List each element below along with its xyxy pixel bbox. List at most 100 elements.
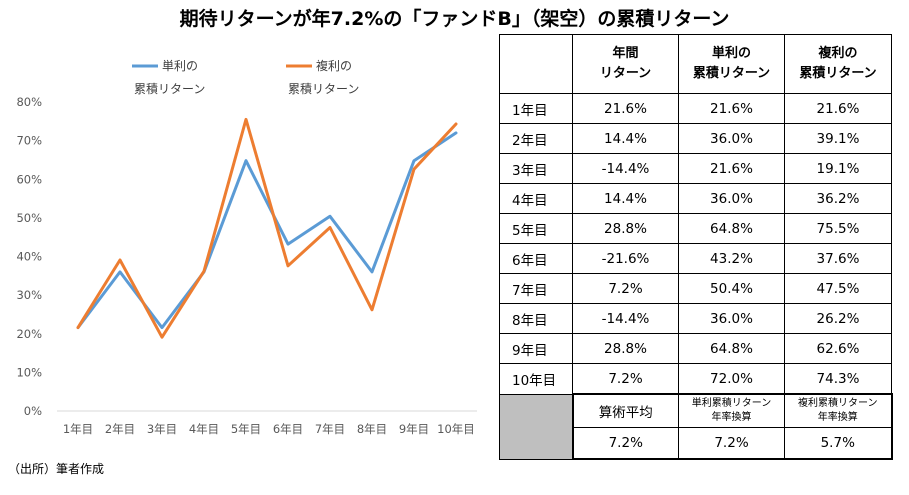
avg-header-row: 算術平均 単利累積リターン 年率換算 複利累積リターン 年率換算: [499, 393, 893, 460]
table-row: 3年目 -14.4% 21.6% 19.1%: [499, 153, 892, 184]
row-label: 6年目: [499, 243, 573, 274]
returns-table: 年間 リターン 単利の 累積リターン 複利の 累積リターン 1年目 21.6% 21…: [499, 34, 893, 460]
avg-header-simple-line1: 単利累積リターン: [691, 398, 772, 409]
y-tick-label: 40%: [16, 250, 42, 264]
series-lines: [76, 117, 458, 339]
cell-compound: 62.6%: [784, 333, 892, 364]
cell-annual: 7.2%: [572, 363, 679, 395]
cell-annual: 28.8%: [572, 333, 679, 364]
y-tick-label: 60%: [16, 172, 42, 186]
avg-gray-cell: [499, 393, 573, 460]
header-simple-line1: 単利の: [711, 46, 751, 61]
table-row: 1年目 21.6% 21.6% 21.6%: [499, 93, 892, 124]
x-tick-label: 6年目: [273, 422, 303, 436]
cell-simple: 36.0%: [678, 123, 785, 154]
avg-value-simple: 7.2%: [678, 427, 785, 460]
header-simple: 単利の 累積リターン: [678, 34, 785, 94]
row-label: 7年目: [499, 273, 573, 304]
simple-return-line: [76, 131, 458, 330]
cell-compound: 74.3%: [784, 363, 892, 395]
cell-compound: 26.2%: [784, 303, 892, 334]
header-compound-line2: 累積リターン: [799, 66, 877, 81]
header-annual-line2: リターン: [599, 66, 652, 81]
x-tick-label: 5年目: [231, 422, 261, 436]
y-axis: 0% 10% 20% 30% 40% 50% 60% 70% 80%: [16, 95, 42, 418]
x-tick-label: 9年目: [399, 422, 429, 436]
x-tick-label: 7年目: [315, 422, 345, 436]
table-row: 2年目 14.4% 36.0% 39.1%: [499, 123, 892, 154]
cell-compound: 21.6%: [784, 93, 892, 124]
table-row: 9年目 28.8% 64.8% 62.6%: [499, 333, 892, 364]
header-annual: 年間 リターン: [572, 34, 679, 94]
y-tick-label: 80%: [16, 95, 42, 109]
x-axis: 1年目 2年目 3年目 4年目 5年目 6年目 7年目 8年目 9年目 10年目: [57, 410, 477, 436]
y-tick-label: 10%: [16, 365, 42, 379]
x-tick-label: 4年目: [189, 422, 219, 436]
chart-title: 期待リターンが年7.2%の「ファンドB」（架空）の累積リターン: [179, 8, 730, 30]
avg-header-compound-line2: 年率換算: [817, 412, 858, 423]
cell-annual: -14.4%: [572, 303, 679, 334]
header-simple-line2: 累積リターン: [692, 66, 771, 81]
x-tick-label: 8年目: [357, 422, 387, 436]
y-tick-label: 20%: [16, 327, 42, 341]
x-tick-label: 2年目: [105, 422, 135, 436]
table-row: 7年目 7.2% 50.4% 47.5%: [499, 273, 892, 304]
cell-simple: 64.8%: [678, 213, 785, 244]
y-tick-label: 0%: [24, 404, 42, 418]
cell-simple: 43.2%: [678, 243, 785, 274]
cell-simple: 21.6%: [678, 93, 785, 124]
x-tick-label: 1年目: [63, 422, 93, 436]
avg-value-row: 7.2% 7.2% 5.7%: [500, 427, 893, 460]
cell-simple: 50.4%: [678, 273, 785, 304]
x-tick-label: 3年目: [147, 422, 177, 436]
avg-header-compound: 複利累積リターン 年率換算: [784, 393, 893, 428]
cell-simple: 64.8%: [678, 333, 785, 364]
cell-compound: 37.6%: [784, 243, 892, 274]
legend-label-line2: 累積リターン: [288, 81, 359, 96]
cell-annual: -14.4%: [572, 153, 679, 184]
avg-header-simple-line2: 年率換算: [711, 412, 752, 423]
avg-header-annual: 算術平均: [571, 393, 679, 428]
y-tick-label: 50%: [16, 211, 42, 225]
cell-simple: 36.0%: [678, 183, 785, 214]
source-note: （出所）筆者作成: [8, 462, 105, 476]
row-label: 2年目: [499, 123, 573, 154]
cell-annual: 14.4%: [572, 183, 679, 214]
avg-header-compound-line1: 複利累積リターン: [798, 398, 878, 409]
table-row: 8年目 -14.4% 36.0% 26.2%: [499, 303, 892, 334]
table-row: 4年目 14.4% 36.0% 36.2%: [499, 183, 892, 214]
avg-header-simple: 単利累積リターン 年率換算: [678, 393, 785, 428]
cell-compound: 39.1%: [784, 123, 892, 154]
table-row: 5年目 28.8% 64.8% 75.5%: [499, 213, 892, 244]
cell-annual: -21.6%: [572, 243, 679, 274]
cell-annual: 7.2%: [572, 273, 679, 304]
legend-label-line1: 単利の: [162, 59, 198, 73]
y-tick-label: 30%: [16, 288, 42, 302]
header-compound: 複利の 累積リターン: [784, 34, 892, 94]
table-row: 10年目 7.2% 72.0% 74.3%: [499, 363, 892, 395]
corner-cell: [499, 34, 573, 94]
cell-annual: 28.8%: [572, 213, 679, 244]
cell-compound: 47.5%: [784, 273, 892, 304]
row-label: 5年目: [499, 213, 573, 244]
cell-compound: 36.2%: [784, 183, 892, 214]
line-chart: 0% 10% 20% 30% 40% 50% 60% 70% 80% 1年目 2年目 3年目 4年目 5…: [16, 58, 477, 436]
cell-annual: 14.4%: [572, 123, 679, 154]
table-body: 1年目 21.6% 21.6% 21.6% 2年目 14.4% 36.0% 39.1% 3年目 -…: [499, 93, 892, 395]
x-tick-label: 10年目: [437, 422, 475, 436]
compound-return-line: [76, 117, 458, 339]
cell-simple: 21.6%: [678, 153, 785, 184]
row-label: 1年目: [499, 93, 573, 124]
row-label: 10年目: [499, 363, 573, 395]
row-label: 4年目: [499, 183, 573, 214]
cell-annual: 21.6%: [572, 93, 679, 124]
table-row: 6年目 -21.6% 43.2% 37.6%: [499, 243, 892, 274]
avg-value-annual: 7.2%: [571, 427, 679, 460]
cell-compound: 75.5%: [784, 213, 892, 244]
cell-simple: 36.0%: [678, 303, 785, 334]
cell-simple: 72.0%: [678, 363, 785, 395]
y-tick-label: 70%: [16, 134, 42, 148]
avg-value-compound: 5.7%: [784, 427, 893, 460]
header-annual-line1: 年間: [612, 46, 639, 61]
